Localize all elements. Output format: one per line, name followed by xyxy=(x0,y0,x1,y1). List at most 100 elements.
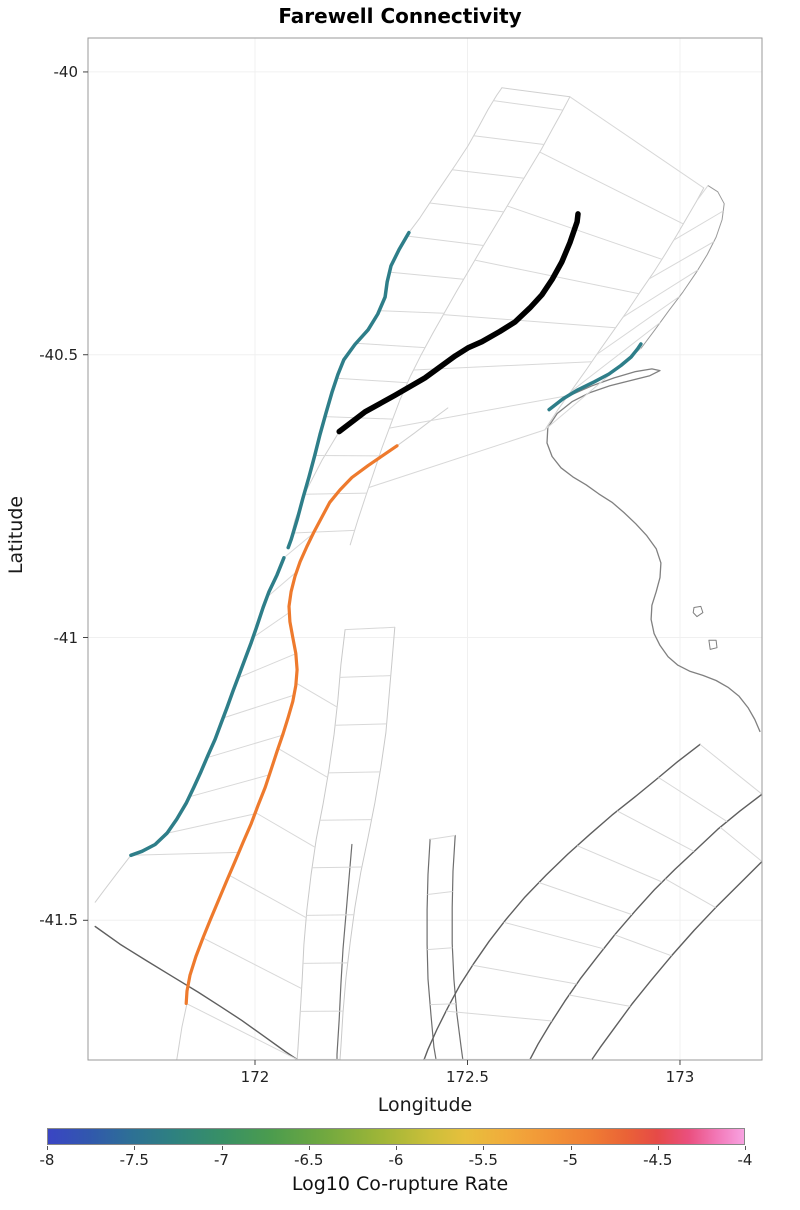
colorbar-tick-mark xyxy=(134,1146,136,1150)
patch-rung xyxy=(616,810,695,852)
patch-rung xyxy=(570,322,661,393)
patch-rung xyxy=(507,205,663,260)
patch-rung xyxy=(569,994,631,1007)
patch-rung xyxy=(222,694,295,719)
series-trace-center-east-a xyxy=(426,838,437,1060)
patch-rung xyxy=(368,429,545,489)
patch-rung xyxy=(389,395,568,429)
patch-rung xyxy=(255,812,316,848)
patch-rung xyxy=(474,259,640,295)
colorbar-tick-mark xyxy=(221,1146,223,1150)
colorbar-tick-mark xyxy=(483,1146,485,1150)
patch-rung xyxy=(295,682,338,708)
y-axis-label: Latitude xyxy=(5,495,27,575)
patch-rung xyxy=(266,571,297,598)
series-patch-cap-north xyxy=(501,87,571,98)
series-coastline xyxy=(546,368,761,733)
series-rail-center-ladder-west xyxy=(296,629,346,1060)
series-trace-southeast-c xyxy=(591,860,762,1060)
chart-title: Farewell Connectivity xyxy=(278,4,522,28)
series-trace-center-dark xyxy=(336,843,353,1060)
patch-rung xyxy=(665,878,716,909)
colorbar-tick-mark xyxy=(570,1146,572,1150)
patch-rung xyxy=(130,851,239,856)
series-rail-teal-sw-extension xyxy=(94,854,132,903)
patch-rung xyxy=(335,723,387,726)
series-patch-rail-east-outer xyxy=(640,185,725,349)
patch-rung xyxy=(312,866,362,869)
series-rail-orange-s-extension xyxy=(176,1002,188,1060)
fault-patch-rung-layer xyxy=(130,96,762,1060)
patch-rung xyxy=(673,210,724,241)
patch-rung xyxy=(614,934,672,957)
y-tick-label: -41 xyxy=(53,628,79,647)
colorbar-tick-mark xyxy=(657,1146,659,1150)
y-tick-label: -40.5 xyxy=(39,345,78,364)
patch-rung xyxy=(185,1002,298,1060)
patch-rung xyxy=(277,747,328,778)
patch-rung xyxy=(569,96,705,189)
series-corupture-west-north xyxy=(286,230,411,550)
patch-rung xyxy=(452,169,525,179)
corupture-rate-layer xyxy=(129,211,643,1005)
colorbar-tick-label: -5.5 xyxy=(468,1151,498,1169)
colorbar-tick-mark xyxy=(745,1146,746,1150)
patch-rung xyxy=(427,947,453,951)
series-rail-black-sw-extension xyxy=(288,431,340,546)
patch-rung xyxy=(577,845,663,883)
colorbar-gradient xyxy=(47,1128,745,1145)
patch-rung xyxy=(446,1010,553,1022)
patch-rung xyxy=(430,835,456,840)
patch-rung xyxy=(228,874,307,919)
patch-rung xyxy=(427,891,453,895)
colorbar-label: Log10 Co-rupture Rate xyxy=(291,1173,509,1195)
colorbar-tick-mark xyxy=(47,1146,48,1150)
series-trace-center-east-b xyxy=(451,834,464,1060)
patch-rung xyxy=(189,774,270,798)
patch-rung xyxy=(202,937,302,990)
patch-rung xyxy=(283,533,314,559)
patch-rung xyxy=(539,151,684,225)
patch-rung xyxy=(336,377,408,384)
patch-rung xyxy=(389,271,464,280)
patch-rung xyxy=(306,914,354,916)
series-farewell-selected xyxy=(336,211,581,435)
colorbar-tick-label: -4 xyxy=(737,1151,753,1169)
colorbar-tick-label: -6 xyxy=(388,1151,404,1169)
patch-rung xyxy=(413,361,592,371)
series-corupture-west-south xyxy=(129,556,286,858)
colorbar-tick-mark xyxy=(396,1146,397,1150)
patch-rung xyxy=(443,314,616,329)
patch-rung xyxy=(328,771,381,774)
colorbar-tick-label: -7.5 xyxy=(119,1151,149,1169)
series-trace-southeast-b xyxy=(529,793,762,1060)
patch-rung xyxy=(406,235,484,246)
patch-rung xyxy=(302,962,348,964)
patch-rung xyxy=(648,241,715,280)
patch-rung xyxy=(538,882,633,916)
series-rail-center-ladder-east xyxy=(339,626,396,1060)
patch-rung xyxy=(355,342,426,349)
patch-rung xyxy=(379,310,445,314)
patch-rung xyxy=(429,202,504,213)
colorbar-tick-label: -4.5 xyxy=(643,1151,673,1169)
series-trace-lower-west xyxy=(94,925,298,1060)
colorbar-tick-label: -6.5 xyxy=(294,1151,324,1169)
colorbar-tick-mark xyxy=(308,1146,310,1150)
patch-rung xyxy=(206,734,283,759)
series-trace-southeast-a xyxy=(423,743,701,1060)
y-tick-label: -41.5 xyxy=(39,911,78,930)
series-islet-b xyxy=(708,639,718,650)
patch-rung xyxy=(658,777,728,823)
patch-rung xyxy=(166,813,255,834)
series-patch-rail-east-inner xyxy=(544,187,705,431)
patch-rung xyxy=(503,921,604,950)
colorbar-tick-label: -8 xyxy=(39,1151,55,1169)
series-corupture-central xyxy=(184,444,399,1005)
x-tick-label: 173 xyxy=(665,1068,695,1086)
patch-rung xyxy=(472,964,577,985)
axis-tick-marks xyxy=(83,71,681,1065)
series-rail-orange-ne-extension xyxy=(396,407,449,447)
